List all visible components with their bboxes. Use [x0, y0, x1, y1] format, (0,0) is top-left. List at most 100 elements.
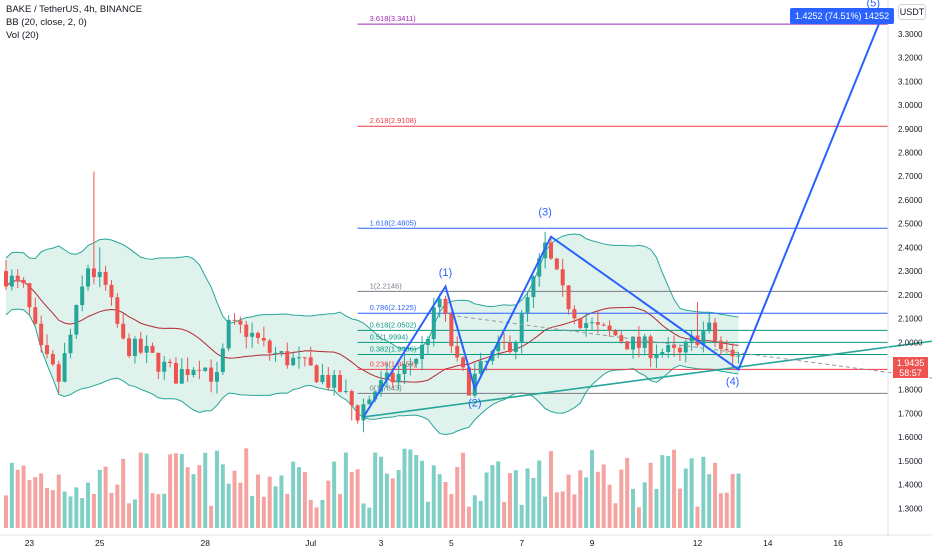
candle: [191, 367, 196, 378]
candle-body: [554, 258, 559, 270]
candle-body: [496, 342, 501, 352]
candle-body: [62, 353, 67, 382]
time-tick-label: Jul: [305, 538, 316, 548]
volume-bar: [168, 454, 173, 528]
fib-level-label: 0.5(1.9994): [370, 332, 409, 341]
candle: [332, 369, 337, 396]
candle: [707, 312, 712, 334]
candle: [566, 285, 571, 315]
volume-bar: [255, 474, 260, 528]
volume-bar: [502, 501, 507, 528]
candle-body: [525, 297, 530, 313]
candle: [74, 304, 79, 339]
candle: [660, 348, 665, 358]
volume-bar: [420, 460, 425, 528]
volume-bar: [642, 482, 647, 528]
volume-bar: [373, 452, 378, 528]
volume-bar: [390, 478, 395, 528]
volume-bar: [613, 503, 618, 528]
volume-bar: [707, 474, 712, 528]
candle: [531, 275, 536, 308]
candle-body: [420, 344, 425, 359]
volume-bar: [425, 501, 430, 528]
volume-bar: [648, 462, 653, 528]
volume-bar: [660, 455, 665, 528]
volume-bar: [127, 503, 132, 528]
volume-bar: [279, 475, 284, 528]
volume-bar: [461, 452, 466, 528]
candle: [373, 390, 378, 403]
wave-label: (4): [726, 376, 739, 388]
volume-bar: [572, 494, 577, 528]
candle-body: [478, 361, 483, 374]
price-tick-label: 2.7000: [898, 172, 923, 181]
bb-basis-line: [5, 280, 739, 383]
candle-body: [636, 336, 641, 348]
volume-bar: [531, 477, 536, 528]
volume-bar: [150, 493, 155, 528]
candle: [144, 335, 149, 364]
price-tick-label: 2.6000: [898, 196, 923, 205]
volume-indicator-label[interactable]: Vol (20): [6, 30, 39, 41]
candle-body: [314, 365, 319, 383]
price-tick-label: 3.1000: [898, 77, 923, 86]
currency-badge[interactable]: USDT: [898, 4, 926, 20]
candle: [244, 320, 249, 349]
candle-body: [27, 283, 32, 308]
fib-level-label: 0.382(1.9486): [370, 344, 417, 353]
candle: [62, 342, 67, 383]
time-tick-label: 7: [519, 538, 524, 548]
volume-bar: [220, 464, 225, 528]
volume-bar: [244, 448, 249, 528]
volume-bar: [590, 450, 594, 528]
candle: [132, 336, 137, 364]
candle: [525, 292, 530, 323]
candle-body: [660, 352, 665, 355]
candle: [203, 367, 208, 373]
last-price-value: 1.9435: [896, 358, 925, 368]
candle-body: [425, 339, 430, 345]
candle: [689, 329, 694, 352]
candle-body: [379, 380, 384, 392]
price-tick-label: 1.3000: [898, 504, 923, 513]
price-tick-label: 2.2000: [898, 291, 923, 300]
volume-bar: [683, 468, 688, 528]
candle-body: [701, 331, 706, 345]
volume-bar: [27, 479, 32, 528]
volume-bar: [689, 458, 694, 528]
candle: [314, 364, 319, 384]
volume-bar: [607, 484, 612, 528]
candle-body: [173, 363, 178, 384]
candle-body: [642, 336, 647, 348]
candle-body: [273, 352, 278, 354]
time-tick-label: 16: [833, 538, 843, 548]
candle-body: [601, 324, 606, 326]
volume-bar: [185, 467, 190, 528]
symbol-title[interactable]: BAKE / TetherUS, 4h, BINANCE: [6, 4, 143, 15]
candle: [273, 346, 278, 362]
candle: [472, 363, 477, 398]
candle: [519, 309, 524, 354]
candle: [654, 344, 659, 368]
dashed-projection-line: [457, 315, 932, 379]
candle: [4, 260, 8, 290]
candle: [226, 315, 231, 352]
candle-body: [390, 372, 395, 383]
time-tick-label: 12: [693, 538, 703, 548]
candle-body: [507, 342, 512, 352]
candle-body: [502, 342, 507, 344]
candle-body: [595, 322, 600, 325]
volume-bar: [115, 484, 120, 528]
candle: [507, 335, 512, 355]
candle-body: [220, 348, 225, 373]
candle-body: [33, 307, 38, 324]
candle: [642, 334, 647, 356]
candle: [15, 269, 20, 289]
volume-bar: [560, 491, 565, 528]
candle-body: [203, 367, 208, 371]
fib-level-label: 0.618(2.0502): [370, 320, 417, 329]
volume-bar: [484, 472, 489, 528]
volume-bar: [91, 494, 96, 528]
bb-indicator-label[interactable]: BB (20, close, 2, 0): [6, 17, 87, 28]
